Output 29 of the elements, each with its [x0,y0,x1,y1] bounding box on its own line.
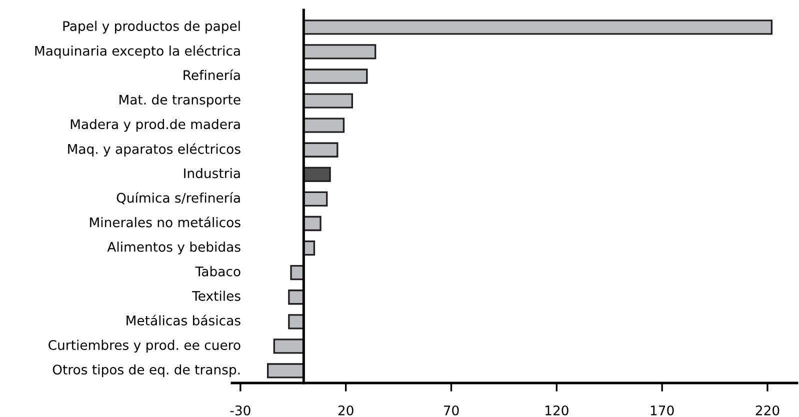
y-tick-label: Mat. de transporte [120,94,240,108]
y-tick-label: Maquinaria excepto la eléctrica [35,45,240,58]
bar [302,191,328,207]
y-tick-label: Otros tipos de eq. de transp. [52,364,240,378]
bar [302,118,345,133]
y-tick-label: Textiles [192,290,240,301]
x-tick-label: 20 [338,405,354,416]
x-tick-label: 220 [756,405,780,416]
y-tick-label: Curtiembres y prod. ee cuero [48,340,240,353]
y-tick-label: Metálicas básicas [126,314,240,326]
bar [302,68,368,84]
x-tick-label: 120 [546,405,568,416]
y-tick-label: Alimentos y bebidas [107,242,240,254]
x-tick-label: -30 [230,405,250,416]
y-tick-label: Maq. y aparatos eléctricos [68,143,240,157]
x-tick-label: 70 [444,405,459,416]
y-tick-label: Tabaco [195,266,240,276]
bar [302,142,338,158]
y-tick-label: Papel y productos de papel [63,20,240,34]
bar [302,166,331,182]
bar [302,20,773,35]
bar [302,44,376,60]
x-tick-label: 170 [650,405,674,416]
y-tick-label: Industria [184,168,240,178]
y-tick-label: Madera y prod.de madera [70,118,240,132]
bar [302,93,354,108]
y-tick-label: Refinería [184,69,240,80]
y-tick-label: Química s/refinería [116,192,240,204]
y-tick-label: Minerales no metálicos [90,216,240,228]
